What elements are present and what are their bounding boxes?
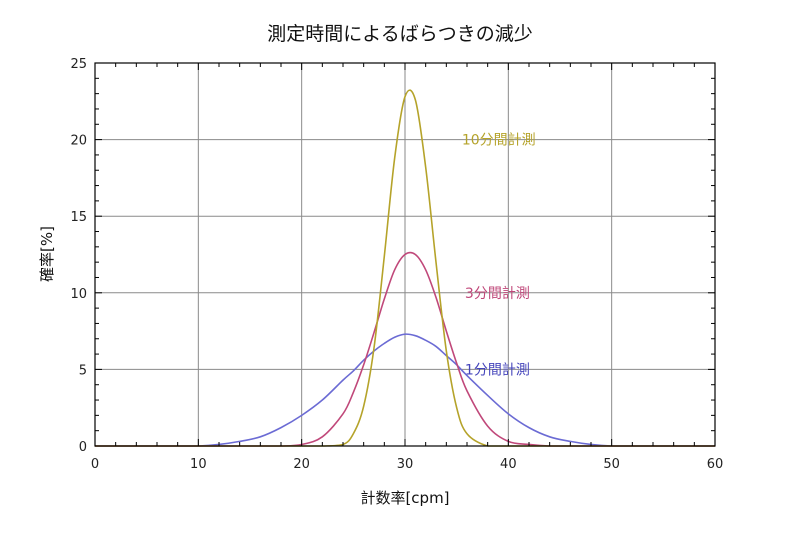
curve-label: 3分間計測 — [465, 286, 530, 302]
x-tick-label: 20 — [293, 457, 310, 472]
y-tick-label: 20 — [70, 134, 87, 149]
y-tick-label: 0 — [79, 440, 87, 455]
y-tick-label: 10 — [70, 287, 87, 302]
x-axis-title: 計数率[cpm] — [360, 489, 449, 507]
x-tick-label: 0 — [91, 457, 99, 472]
y-tick-label: 25 — [70, 57, 87, 72]
chart-title: 測定時間によるばらつきの減少 — [267, 23, 532, 45]
y-tick-label: 5 — [79, 363, 87, 378]
x-tick-label: 10 — [190, 457, 207, 472]
curve-label: 10分間計測 — [462, 133, 536, 149]
x-tick-label: 30 — [397, 457, 414, 472]
y-axis-title: 確率[%] — [38, 226, 56, 282]
curve-label: 1分間計測 — [465, 362, 530, 378]
grid — [95, 63, 715, 446]
y-tick-label: 15 — [70, 210, 87, 225]
x-tick-label: 60 — [707, 457, 724, 472]
curve-labels: 10分間計測 3分間計測 1分間計測 — [462, 133, 536, 379]
x-tick-label: 40 — [500, 457, 517, 472]
axis-ticks: 0 10 20 30 40 50 60 0 5 10 15 20 25 — [70, 57, 723, 472]
x-tick-label: 50 — [603, 457, 620, 472]
